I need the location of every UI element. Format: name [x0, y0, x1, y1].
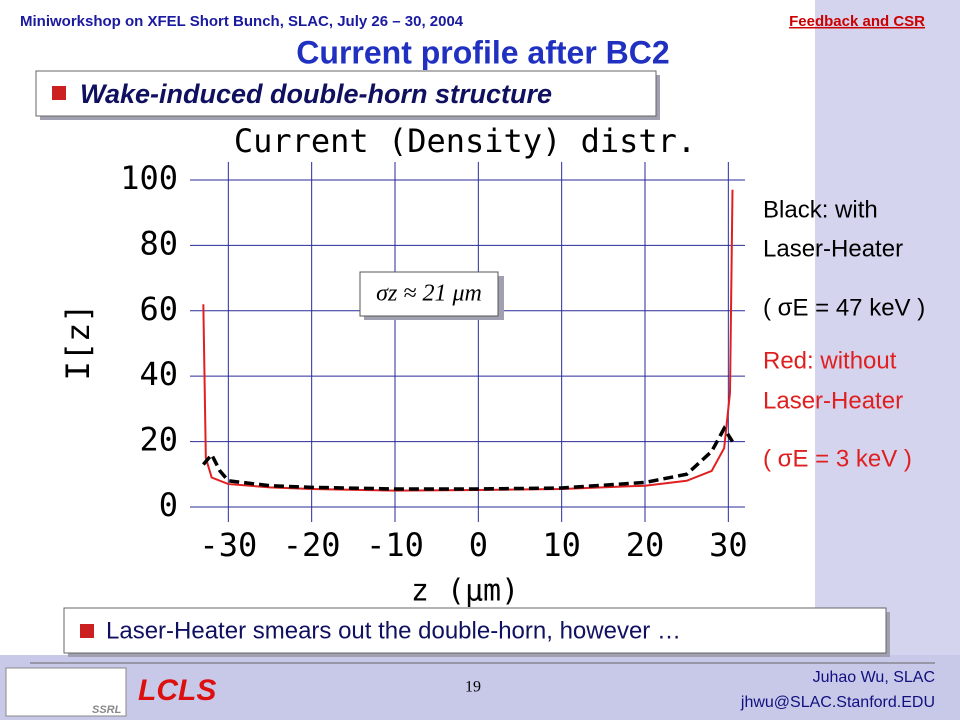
x-tick-label: 30 — [709, 526, 748, 564]
bullet-text: Wake-induced double-horn structure — [80, 79, 552, 109]
chart-title: Current (Density) distr. — [234, 122, 696, 160]
bullet-icon — [52, 86, 66, 100]
note: ( σE = 3 keV ) — [763, 445, 912, 472]
x-tick-label: -20 — [283, 526, 341, 564]
side-band — [815, 0, 960, 720]
x-tick-label: -10 — [366, 526, 424, 564]
y-tick-label: 20 — [139, 421, 178, 459]
annotation-box — [359, 271, 499, 317]
x-tick-label: 20 — [626, 526, 665, 564]
note: Laser-Heater — [763, 235, 903, 262]
y-tick-label: 100 — [120, 159, 178, 197]
logo-text: LCLS — [138, 674, 216, 707]
y-tick-label: 60 — [139, 290, 178, 328]
x-tick-label: -30 — [199, 526, 257, 564]
footer-email: jhwu@SLAC.Stanford.EDU — [740, 694, 935, 711]
logo-sub: SSRL — [92, 704, 122, 716]
series-line — [201, 425, 734, 491]
slide-title: Current profile after BC2 — [296, 34, 669, 70]
note: Red: without — [763, 347, 897, 374]
logo-box — [5, 667, 127, 717]
header-right: Feedback and CSR — [789, 13, 925, 30]
y-tick-label: 40 — [139, 355, 178, 393]
footer-author: Juhao Wu, SLAC — [813, 669, 935, 686]
footer-band — [0, 655, 960, 720]
bullet-icon — [80, 624, 94, 638]
x-axis-label: z (μm) — [411, 574, 519, 609]
note: Laser-Heater — [763, 387, 903, 414]
x-tick-label: 0 — [469, 526, 488, 564]
y-tick-label: 0 — [159, 486, 178, 524]
note: Black: with — [763, 196, 878, 223]
y-axis-label: I[z] — [59, 303, 97, 380]
bullet-box — [35, 70, 657, 117]
y-tick-label: 80 — [139, 224, 178, 262]
plot: 0 20 40 60 80 100 -30 -20 -10 0 10 20 30 — [120, 159, 747, 564]
header-left: Miniworkshop on XFEL Short Bunch, SLAC, … — [20, 13, 464, 30]
notes: Black: with Laser-Heater ( σE = 47 keV )… — [763, 196, 925, 472]
note: ( σE = 47 keV ) — [763, 294, 925, 321]
page-number: 19 — [465, 679, 481, 696]
x-tick-label: 10 — [542, 526, 581, 564]
annotation: σz ≈ 21 μm — [376, 281, 482, 307]
bullet-box — [63, 607, 887, 654]
bullet-text: Laser-Heater smears out the double-horn,… — [106, 617, 681, 644]
